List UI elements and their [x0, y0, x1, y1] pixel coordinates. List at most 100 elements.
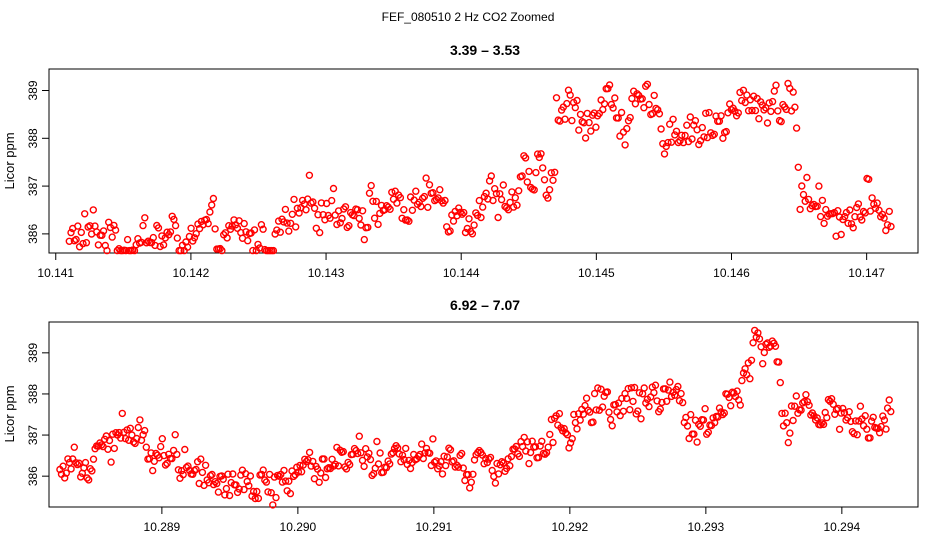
- data-point: [89, 455, 98, 463]
- data-point: [251, 494, 259, 503]
- data-point: [455, 204, 463, 212]
- data-point: [592, 123, 600, 131]
- data-point: [608, 422, 616, 430]
- data-point: [305, 448, 314, 457]
- data-point: [487, 172, 495, 180]
- data-point: [139, 431, 147, 439]
- data-point: [845, 408, 853, 416]
- data-point: [762, 104, 770, 112]
- data-point: [679, 398, 687, 407]
- data-point: [441, 196, 449, 205]
- data-point: [690, 121, 698, 129]
- data-point: [253, 487, 261, 496]
- data-point: [376, 449, 384, 457]
- data-point: [749, 339, 757, 347]
- data-point: [865, 175, 873, 184]
- data-point: [637, 415, 645, 423]
- data-point: [747, 356, 756, 364]
- data-point: [511, 194, 519, 202]
- data-point: [218, 246, 226, 255]
- data-point: [547, 169, 555, 177]
- data-point: [257, 470, 266, 479]
- data-point: [835, 425, 844, 433]
- data-point: [631, 100, 640, 108]
- data-point: [555, 409, 564, 418]
- data-point: [515, 187, 523, 195]
- data-point: [184, 462, 192, 470]
- data-point: [364, 223, 372, 232]
- data-point: [803, 173, 811, 182]
- data-point: [459, 464, 467, 472]
- data-point: [600, 100, 609, 108]
- data-point: [686, 113, 694, 121]
- data-point: [746, 375, 754, 383]
- data-point: [580, 119, 588, 127]
- data-point: [207, 201, 216, 209]
- data-point: [535, 153, 543, 162]
- data-point: [168, 454, 176, 463]
- data-point: [314, 210, 322, 219]
- data-point: [544, 443, 552, 451]
- data-point: [664, 138, 672, 147]
- data-point: [290, 195, 298, 204]
- data-point: [777, 117, 785, 126]
- data-point: [824, 395, 833, 404]
- data-point: [715, 404, 724, 412]
- data-point: [733, 387, 741, 395]
- data-point: [525, 459, 533, 468]
- data-point: [771, 342, 780, 350]
- data-point: [506, 198, 514, 207]
- data-point: [360, 235, 368, 244]
- data-point: [126, 424, 135, 432]
- data-point: [513, 201, 521, 209]
- data-point: [262, 478, 271, 486]
- data-point: [746, 96, 754, 104]
- x-tick-label: 10.147: [848, 266, 885, 280]
- data-point: [603, 388, 612, 396]
- data-point: [169, 446, 178, 455]
- data-point: [530, 186, 538, 194]
- data-point: [302, 206, 310, 214]
- data-point: [799, 399, 807, 407]
- data-point: [866, 434, 874, 442]
- data-point: [437, 458, 445, 466]
- data-point: [158, 435, 167, 443]
- data-point: [536, 442, 544, 450]
- data-point: [357, 449, 365, 457]
- data-point: [173, 450, 181, 459]
- data-point: [94, 241, 103, 249]
- data-point: [136, 416, 144, 424]
- data-point: [778, 409, 786, 418]
- data-point: [645, 100, 653, 109]
- data-point: [489, 196, 497, 205]
- data-point: [566, 91, 574, 99]
- data-point: [499, 459, 508, 467]
- data-point: [743, 91, 751, 99]
- data-point: [245, 482, 253, 490]
- data-point: [674, 382, 682, 391]
- data-point: [89, 206, 98, 214]
- data-point: [539, 164, 547, 172]
- data-point: [663, 397, 671, 405]
- data-point: [599, 105, 607, 114]
- data-point: [719, 410, 727, 419]
- data-point: [424, 203, 432, 212]
- data-point: [751, 106, 760, 115]
- data-point: [141, 214, 149, 222]
- x-tick-label: 10.289: [144, 520, 181, 534]
- data-point: [627, 384, 636, 392]
- data-point: [518, 172, 526, 180]
- data-point: [148, 466, 157, 475]
- data-point: [854, 200, 863, 208]
- data-point: [181, 445, 189, 454]
- data-point: [368, 471, 376, 480]
- data-point: [690, 430, 698, 438]
- data-point: [883, 221, 892, 229]
- data-point: [678, 131, 686, 140]
- data-point: [546, 430, 554, 439]
- x-tick-label: 10.292: [552, 520, 589, 534]
- data-point: [687, 410, 695, 419]
- data-point: [666, 378, 674, 386]
- data-point: [254, 494, 263, 503]
- data-point: [537, 150, 545, 158]
